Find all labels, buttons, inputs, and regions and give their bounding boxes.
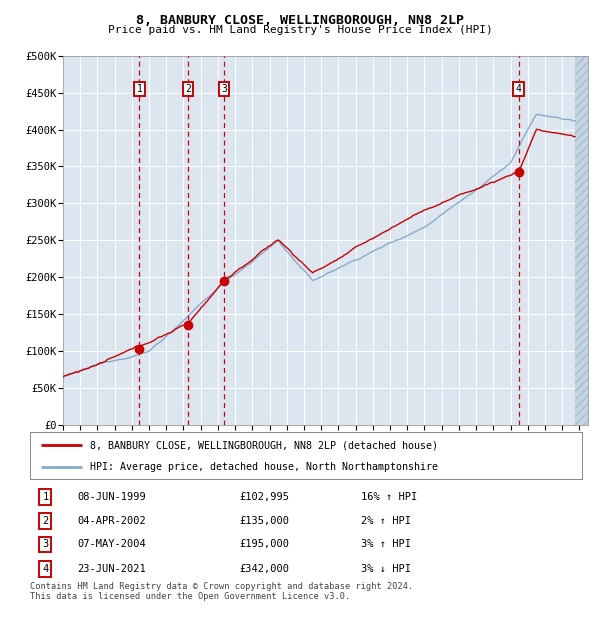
Text: 3% ↓ HPI: 3% ↓ HPI	[361, 564, 411, 574]
Text: 3% ↑ HPI: 3% ↑ HPI	[361, 539, 411, 549]
Text: 07-MAY-2004: 07-MAY-2004	[77, 539, 146, 549]
Text: 4: 4	[43, 564, 49, 574]
Text: 08-JUN-1999: 08-JUN-1999	[77, 492, 146, 502]
Text: 1: 1	[43, 492, 49, 502]
Text: 1: 1	[136, 84, 142, 94]
Text: £135,000: £135,000	[240, 516, 290, 526]
Text: Price paid vs. HM Land Registry's House Price Index (HPI): Price paid vs. HM Land Registry's House …	[107, 25, 493, 35]
Text: 23-JUN-2021: 23-JUN-2021	[77, 564, 146, 574]
Text: 4: 4	[516, 84, 522, 94]
Text: 2: 2	[185, 84, 191, 94]
Text: Contains HM Land Registry data © Crown copyright and database right 2024.
This d: Contains HM Land Registry data © Crown c…	[30, 582, 413, 601]
Bar	[575, 56, 588, 425]
Text: 04-APR-2002: 04-APR-2002	[77, 516, 146, 526]
Text: 2% ↑ HPI: 2% ↑ HPI	[361, 516, 411, 526]
Text: £195,000: £195,000	[240, 539, 290, 549]
Text: 8, BANBURY CLOSE, WELLINGBOROUGH, NN8 2LP: 8, BANBURY CLOSE, WELLINGBOROUGH, NN8 2L…	[136, 14, 464, 27]
Text: HPI: Average price, detached house, North Northamptonshire: HPI: Average price, detached house, Nort…	[89, 462, 437, 472]
Text: £342,000: £342,000	[240, 564, 290, 574]
Text: 8, BANBURY CLOSE, WELLINGBOROUGH, NN8 2LP (detached house): 8, BANBURY CLOSE, WELLINGBOROUGH, NN8 2L…	[89, 440, 437, 450]
Text: 3: 3	[43, 539, 49, 549]
Text: 16% ↑ HPI: 16% ↑ HPI	[361, 492, 418, 502]
Text: £102,995: £102,995	[240, 492, 290, 502]
Text: 2: 2	[43, 516, 49, 526]
Text: 3: 3	[221, 84, 227, 94]
